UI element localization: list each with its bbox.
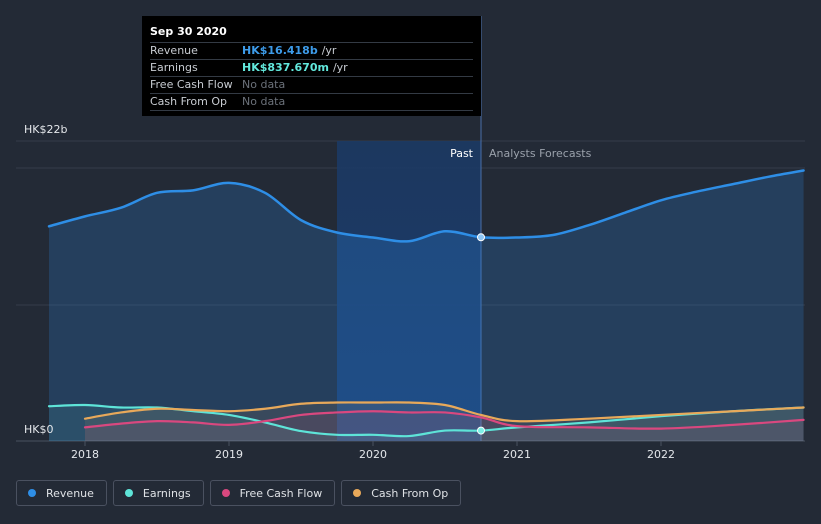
shaded-regions	[337, 16, 482, 441]
legend-earnings[interactable]: Earnings	[112, 480, 204, 506]
legend-dot	[221, 489, 230, 497]
x-tick-label: 2021	[503, 448, 531, 461]
legend-dot	[124, 489, 133, 497]
earnings-area	[49, 404, 804, 441]
tooltip-value: HK$837.670m	[242, 61, 329, 74]
tooltip-row-earnings: Earnings HK$837.670m /yr	[150, 60, 473, 77]
series-lines	[47, 169, 805, 438]
tooltip: Sep 30 2020 Revenue HK$16.418b /yr Earni…	[142, 16, 481, 116]
legend-dot	[28, 489, 36, 497]
series-areas	[49, 170, 804, 441]
tooltip-row-fcf: Free Cash Flow No data	[150, 77, 473, 94]
legend: Revenue Earnings Free Cash Flow Cash Fro…	[16, 480, 462, 506]
free-cash-flow-area	[85, 411, 804, 441]
earnings-marker	[477, 426, 485, 435]
x-tick-label: 2022	[647, 448, 675, 461]
legend-label: Earnings	[142, 486, 191, 500]
cash-from-op-area	[85, 402, 804, 441]
legend-label: Revenue	[46, 486, 94, 500]
legend-label: Free Cash Flow	[239, 486, 323, 500]
tooltip-row-cfo: Cash From Op No data	[150, 94, 473, 111]
tooltip-label: Revenue	[150, 44, 198, 57]
tooltip-row-revenue: Revenue HK$16.418b /yr	[150, 43, 473, 60]
tooltip-value: No data	[242, 78, 286, 91]
tooltip-label: Earnings	[150, 61, 198, 74]
forecast-label: Analysts Forecasts	[489, 147, 592, 160]
past-highlight-region	[337, 141, 481, 441]
x-tick-label: 2019	[215, 448, 243, 461]
legend-label: Cash From Op	[371, 486, 449, 500]
legend-free-cash-flow[interactable]: Free Cash Flow	[209, 480, 336, 506]
chart-labels: HK$22b HK$0 2018 2019 2020 2021 2022 Past Analys…	[24, 123, 675, 461]
y-tick-label: HK$0	[24, 423, 53, 436]
past-label: Past	[450, 147, 474, 160]
x-tick-label: 2018	[71, 448, 99, 461]
x-tick-label: 2020	[359, 448, 387, 461]
legend-revenue[interactable]: Revenue	[16, 480, 107, 506]
free-cash-flow-line	[83, 410, 805, 430]
revenue-area	[49, 170, 804, 441]
markers	[477, 233, 485, 435]
tooltip-label: Cash From Op	[150, 95, 228, 108]
tooltip-unit: /yr	[332, 61, 348, 74]
cash-from-op-line	[83, 401, 805, 423]
tooltip-label: Free Cash Flow	[150, 78, 233, 91]
tooltip-unit: /yr	[321, 44, 337, 57]
tooltip-date: Sep 30 2020	[150, 24, 473, 43]
legend-cash-from-op[interactable]: Cash From Op	[341, 480, 462, 506]
y-tick-label: HK$22b	[24, 123, 67, 136]
tooltip-value: HK$16.418b	[242, 44, 318, 57]
revenue-line	[47, 169, 805, 243]
earnings-line	[47, 403, 805, 438]
revenue-marker	[477, 233, 485, 242]
tooltip-value: No data	[242, 95, 286, 108]
legend-dot	[353, 489, 362, 497]
